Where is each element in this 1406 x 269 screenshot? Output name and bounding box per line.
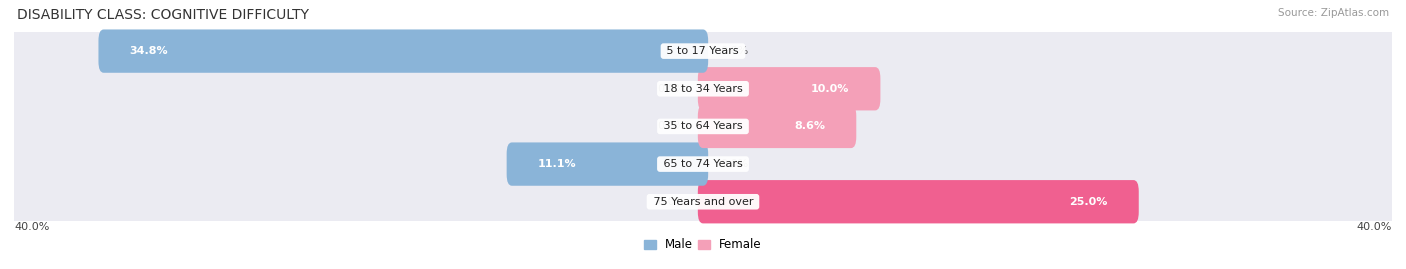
FancyBboxPatch shape: [13, 170, 1393, 233]
Text: Source: ZipAtlas.com: Source: ZipAtlas.com: [1278, 8, 1389, 18]
Text: 0.0%: 0.0%: [658, 197, 686, 207]
Text: 34.8%: 34.8%: [129, 46, 169, 56]
FancyBboxPatch shape: [697, 67, 880, 110]
Text: 0.0%: 0.0%: [658, 121, 686, 132]
Text: 11.1%: 11.1%: [537, 159, 576, 169]
Text: 65 to 74 Years: 65 to 74 Years: [659, 159, 747, 169]
FancyBboxPatch shape: [697, 180, 1139, 223]
Text: 18 to 34 Years: 18 to 34 Years: [659, 84, 747, 94]
Text: 40.0%: 40.0%: [14, 222, 49, 232]
FancyBboxPatch shape: [13, 132, 1393, 196]
Text: 25.0%: 25.0%: [1070, 197, 1108, 207]
Text: 8.6%: 8.6%: [794, 121, 825, 132]
FancyBboxPatch shape: [13, 19, 1393, 83]
FancyBboxPatch shape: [13, 57, 1393, 121]
Text: 0.0%: 0.0%: [720, 159, 748, 169]
Text: 0.0%: 0.0%: [658, 84, 686, 94]
FancyBboxPatch shape: [98, 30, 709, 73]
Text: 75 Years and over: 75 Years and over: [650, 197, 756, 207]
Text: 40.0%: 40.0%: [1357, 222, 1392, 232]
Text: 10.0%: 10.0%: [811, 84, 849, 94]
Legend: Male, Female: Male, Female: [640, 234, 766, 256]
FancyBboxPatch shape: [13, 95, 1393, 158]
Text: 35 to 64 Years: 35 to 64 Years: [659, 121, 747, 132]
Text: 0.0%: 0.0%: [720, 46, 748, 56]
Text: 5 to 17 Years: 5 to 17 Years: [664, 46, 742, 56]
Text: DISABILITY CLASS: COGNITIVE DIFFICULTY: DISABILITY CLASS: COGNITIVE DIFFICULTY: [17, 8, 309, 22]
FancyBboxPatch shape: [697, 105, 856, 148]
FancyBboxPatch shape: [506, 143, 709, 186]
